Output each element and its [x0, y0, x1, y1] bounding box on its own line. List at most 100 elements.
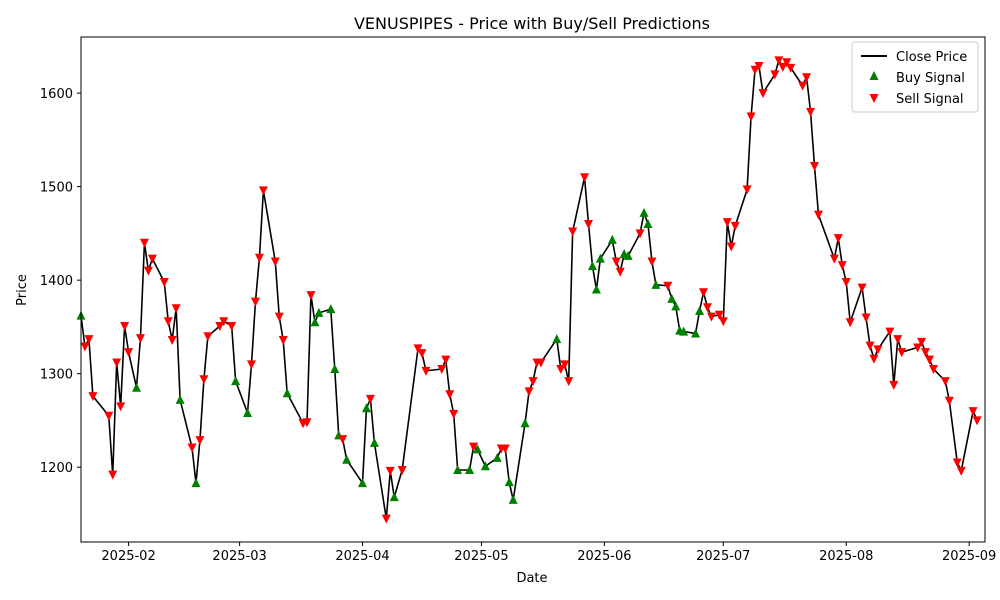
sell-signal-marker [421, 366, 431, 376]
buy-signal-marker [623, 250, 633, 260]
sell-signal-marker [885, 327, 895, 337]
sell-signal-marker [802, 73, 812, 83]
sell-signal-marker [806, 107, 816, 117]
legend: Close Price Buy Signal Sell Signal [851, 41, 979, 113]
sell-signal-marker [171, 304, 181, 314]
sell-signal-marker [449, 409, 459, 419]
sell-signal-marker [139, 238, 149, 248]
sell-signal-marker [195, 436, 205, 446]
sell-signal-marker [124, 348, 134, 358]
sell-signal-marker [385, 466, 395, 476]
sell-signal-marker [722, 218, 732, 228]
x-tick-label: 2025-04 [335, 549, 389, 564]
sell-signal-marker [833, 234, 843, 244]
sell-signal-marker [500, 444, 510, 454]
sell-signal-marker [714, 310, 724, 320]
buy-signal-marker [243, 407, 253, 417]
buy-signal-marker [643, 219, 653, 229]
buy-signal-marker [667, 293, 677, 303]
buy-signal-marker [191, 478, 201, 488]
sell-signal-marker [584, 220, 594, 230]
sell-signal-marker [810, 162, 820, 172]
buy-signal-marker [552, 334, 562, 344]
sell-signal-marker [786, 63, 796, 73]
sell-signal-marker [865, 341, 875, 351]
sell-signal-marker [611, 257, 621, 267]
sell-signal-marker [306, 291, 316, 301]
buy-signal-marker [595, 253, 605, 263]
buy-signal-marker [504, 477, 514, 487]
sell-signal-marker [116, 402, 126, 412]
sell-signal-marker [706, 312, 716, 322]
sell-signal-marker [798, 81, 808, 91]
sell-signal-marker [104, 411, 114, 421]
sell-signal-marker [754, 61, 764, 71]
buy-signal-marker [465, 464, 475, 474]
x-tick-label: 2025-07 [696, 549, 750, 564]
sell-signal-marker [857, 283, 867, 293]
sell-signal-marker [469, 442, 479, 452]
sell-signal-marker [726, 242, 736, 252]
sell-signal-marker [120, 321, 130, 331]
sell-signal-marker [564, 377, 574, 387]
y-tick-label: 1500 [40, 181, 73, 196]
sell-signal-marker [928, 364, 938, 374]
buy-signal-marker [358, 478, 368, 488]
legend-buy-marker [869, 71, 879, 80]
sell-signal-marker [199, 375, 209, 385]
sell-signal-marker [302, 418, 312, 428]
sell-signal-marker [921, 348, 931, 358]
sell-signal-marker [972, 416, 982, 426]
sell-signal-marker [143, 266, 153, 276]
sell-signal-marker [647, 257, 657, 267]
buy-signal-marker [651, 279, 661, 289]
sell-signal-marker [837, 261, 847, 271]
buy-signal-marker [361, 403, 371, 413]
sell-signal-marker [917, 337, 927, 347]
buy-signal-marker [591, 284, 601, 294]
buy-signal-marker [369, 437, 379, 447]
sell-signal-marker [940, 377, 950, 387]
sell-signal-marker [274, 312, 284, 322]
legend-frame [851, 41, 979, 113]
sell-signal-marker [167, 336, 177, 345]
buy-signal-marker [492, 452, 502, 462]
buy-signal-marker [679, 326, 689, 336]
sell-signal-marker [445, 390, 455, 400]
sell-signal-marker [250, 297, 260, 307]
y-tick-label: 1200 [40, 461, 73, 476]
sell-signal-marker [80, 342, 90, 352]
sell-signal-marker [750, 65, 760, 75]
sell-signal-marker [873, 345, 883, 355]
sell-signal-marker [968, 407, 978, 417]
buy-signal-marker [671, 301, 681, 311]
buy-signal-marker [695, 306, 705, 316]
sell-signal-marker [381, 514, 391, 524]
buy-signal-marker [342, 454, 352, 464]
sell-signal-marker [270, 257, 280, 267]
sell-signal-marker [397, 465, 407, 475]
sell-signal-marker [663, 281, 673, 291]
sell-signal-marker [778, 62, 788, 72]
sell-signal-marker [147, 254, 157, 264]
sell-signal-marker [112, 358, 122, 368]
y-axis: 1200 1300 1400 1500 1600 [40, 87, 81, 476]
buy-signal-marker [480, 461, 490, 471]
y-tick-label: 1300 [40, 368, 73, 383]
buy-signal-marker [453, 464, 463, 474]
buy-signal-marker [314, 307, 324, 317]
buy-signal-marker [587, 261, 597, 271]
y-axis-label: Price [15, 274, 30, 306]
sell-signal-marker [135, 334, 145, 344]
buy-signal-marker [330, 363, 340, 373]
x-tick-label: 2025-03 [212, 549, 266, 564]
sell-signal-marker [718, 317, 728, 327]
sell-signal-marker [187, 443, 197, 453]
sell-signal-marker [338, 435, 348, 445]
sell-signal-marker [580, 173, 590, 183]
sell-signal-marker [258, 186, 268, 196]
sell-signal-marker [845, 318, 855, 328]
sell-signal-marker [163, 317, 173, 327]
sell-signal-marker [746, 112, 756, 122]
